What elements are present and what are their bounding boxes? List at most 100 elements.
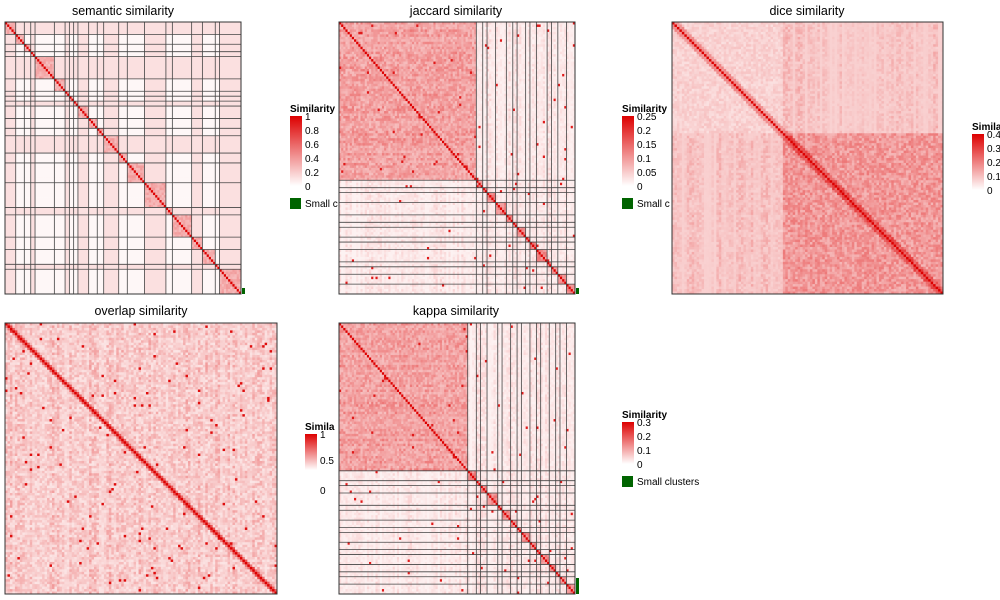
heatmap-cell — [235, 64, 238, 67]
heatmap-cell — [132, 27, 135, 30]
heatmap-cell — [123, 29, 126, 32]
heatmap-cell — [18, 74, 21, 77]
heatmap-cell — [39, 71, 42, 74]
heatmap-cell — [196, 57, 199, 60]
heatmap-cell — [196, 34, 199, 37]
heatmap-cell — [181, 39, 184, 42]
heatmap-cell — [140, 69, 143, 72]
heatmap-cell — [153, 64, 156, 67]
heatmap-cell — [174, 37, 177, 40]
heatmap-cell — [39, 29, 42, 32]
heatmap-cell — [123, 79, 126, 82]
heatmap-cell — [230, 29, 233, 32]
heatmap-cell — [228, 29, 231, 32]
heatmap-cell — [84, 64, 87, 67]
heatmap-cell — [110, 37, 113, 40]
heatmap-cell — [80, 71, 83, 74]
heatmap-cell — [207, 71, 210, 74]
heatmap-cell — [198, 24, 201, 27]
heatmap-cell — [237, 71, 240, 74]
heatmap-cell — [61, 67, 64, 70]
heatmap-cell — [112, 79, 115, 82]
heatmap-cell — [56, 79, 59, 82]
heatmap-cell — [207, 39, 210, 42]
heatmap-cell — [222, 62, 225, 65]
heatmap-cell — [177, 67, 180, 70]
heatmap-cell — [129, 79, 132, 82]
heatmap-cell — [151, 62, 154, 65]
heatmap-cell — [18, 62, 21, 65]
heatmap-cell — [226, 74, 229, 77]
heatmap-cell — [93, 34, 96, 37]
heatmap-cell — [56, 69, 59, 72]
heatmap-cell — [159, 74, 162, 77]
heatmap-cell — [187, 79, 190, 82]
heatmap-cell — [20, 74, 23, 77]
heatmap-cell — [9, 37, 12, 40]
heatmap-cell — [181, 64, 184, 67]
heatmap-cell — [110, 69, 113, 72]
heatmap-cell — [110, 29, 113, 32]
heatmap-cell — [132, 64, 135, 67]
heatmap-cell — [198, 52, 201, 55]
heatmap-cell — [59, 71, 62, 74]
heatmap-cell — [194, 29, 197, 32]
heatmap-cell — [235, 71, 238, 74]
heatmap-cell — [41, 74, 44, 77]
heatmap-cell — [106, 71, 109, 74]
heatmap-cell — [41, 34, 44, 37]
heatmap-cell — [177, 44, 180, 47]
heatmap-cell — [129, 64, 132, 67]
heatmap-cell — [226, 57, 229, 60]
heatmap-cell — [157, 74, 160, 77]
heatmap-cell — [155, 52, 158, 55]
heatmap-cell — [224, 57, 227, 60]
heatmap-cell — [93, 44, 96, 47]
heatmap-cell — [9, 24, 12, 27]
heatmap-cell — [99, 79, 102, 82]
heatmap-cell — [174, 79, 177, 82]
heatmap-cell — [110, 52, 113, 55]
heatmap-cell — [205, 74, 208, 77]
heatmap-cell — [110, 71, 113, 74]
heatmap-cell — [174, 24, 177, 27]
heatmap-cell — [26, 62, 29, 65]
heatmap-cell — [153, 37, 156, 40]
heatmap-cell — [18, 29, 21, 32]
heatmap-cell — [121, 74, 124, 77]
heatmap-cell — [37, 69, 40, 72]
heatmap-cell — [168, 71, 171, 74]
heatmap-cell — [41, 44, 44, 47]
heatmap-cell — [209, 74, 212, 77]
heatmap-cell — [91, 74, 94, 77]
heatmap-cell — [44, 74, 47, 77]
heatmap-cell — [18, 67, 21, 70]
heatmap-cell — [232, 44, 235, 47]
heatmap-cell — [207, 29, 210, 32]
heatmap-cell — [48, 67, 51, 70]
heatmap-cell — [181, 71, 184, 74]
heatmap-cell — [39, 47, 42, 50]
heatmap-cell — [123, 69, 126, 72]
heatmap-cell — [59, 47, 62, 50]
heatmap-cell — [99, 27, 102, 30]
heatmap-cell — [162, 47, 165, 50]
heatmap-cell — [226, 69, 229, 72]
heatmap-title: semantic similarity — [72, 4, 175, 18]
heatmap-cell — [196, 71, 199, 74]
heatmap-cell — [59, 24, 62, 27]
heatmap-cell — [207, 79, 210, 82]
heatmap-cell — [59, 74, 62, 77]
heatmap-cell — [237, 79, 240, 82]
heatmap-cell — [205, 47, 208, 50]
heatmap-cell — [235, 67, 238, 70]
heatmap-cell — [209, 79, 212, 82]
heatmap-cell — [174, 59, 177, 62]
heatmap-cell — [138, 24, 141, 27]
heatmap-cell — [198, 62, 201, 65]
heatmap-cell — [232, 69, 235, 72]
heatmap-cell — [198, 37, 201, 40]
heatmap-cell — [140, 27, 143, 30]
heatmap-cell — [147, 71, 150, 74]
heatmap-cell — [207, 74, 210, 77]
